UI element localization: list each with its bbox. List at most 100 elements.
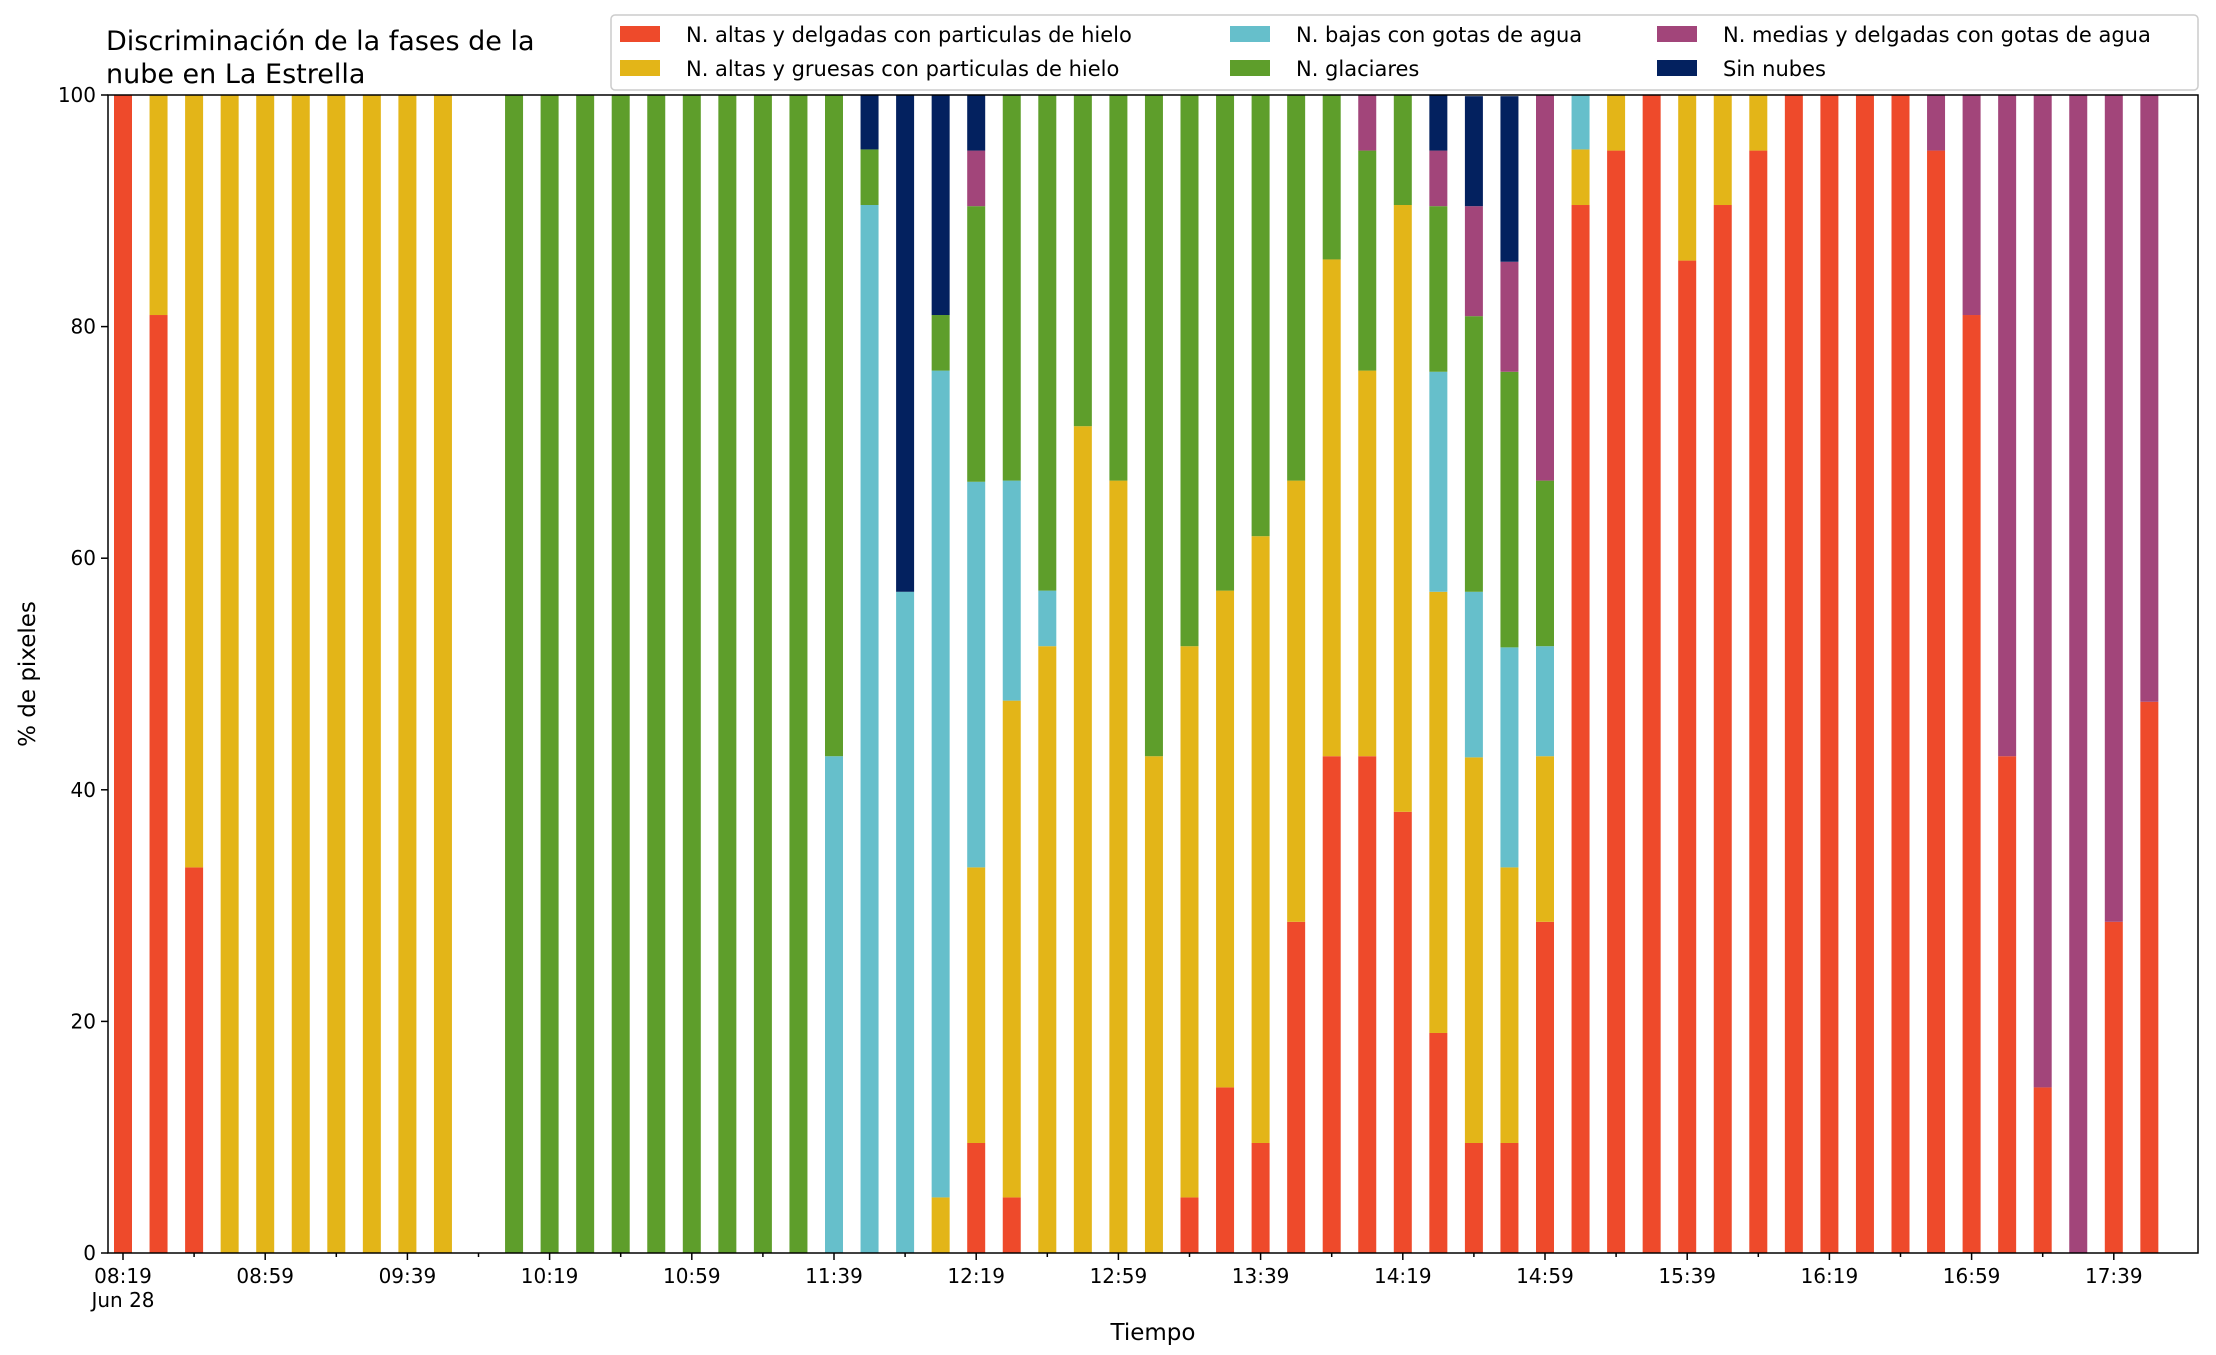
bar-segment-1559-s1 [1749,95,1768,151]
x-tick-label: 14:19 [1374,1264,1432,1288]
y-axis: 0 20 40 60 80 100 [58,83,108,1265]
bar-segment-1309-s3 [1144,95,1163,757]
bar-segment-1739-s0 [2104,921,2123,1253]
bar-segment-1359-s3 [1322,95,1341,260]
bar-segment-1459-s0 [1536,921,1554,1253]
bar-segment-1359-s1 [1322,259,1341,757]
bar-segment-1009-s3 [505,95,524,1253]
bar-segment-1229-s2 [1002,480,1021,701]
bar-segment-1459-s1 [1536,756,1554,922]
bar-segment-1039-s3 [611,95,630,1253]
bar-segment-0919-s1 [327,95,346,1253]
y-tick-label: 60 [71,546,96,570]
bar-segment-1209-s2 [931,370,950,1198]
bar-segment-1439-s0 [1464,1142,1483,1253]
bar-segment-1139-s3 [825,95,843,757]
bar-segment-0839-s0 [185,867,204,1253]
bar-segment-0909-s1 [291,95,310,1253]
bar-segment-1519-s0 [1607,150,1626,1254]
bar-segment-1509-s1 [1571,149,1590,206]
bar-segment-0829-s0 [149,315,168,1253]
bar-segment-1359-s0 [1322,756,1341,1253]
bar-segment-0859-s1 [256,95,275,1253]
bar-segment-1129-s3 [789,95,808,1253]
x-tick-label: 08:19 [94,1264,152,1288]
bar-segment-1529-s0 [1642,95,1661,1253]
x-tick-label: 14:59 [1516,1264,1574,1288]
bar-segment-1019-s3 [540,95,559,1253]
bar-segment-1339-s1 [1251,536,1270,1143]
x-tick-label: 08:59 [236,1264,294,1288]
chart-title-line-1: Discriminación de la fases de la [106,26,535,57]
x-tick-label: 10:19 [521,1264,579,1288]
bar-segment-1519-s1 [1607,95,1626,151]
bar-segment-1549-s1 [1713,95,1732,206]
x-tick-sublabel: Jun 28 [89,1288,154,1312]
bar-segment-1459-s3 [1536,480,1554,647]
bar-segment-1149-s3 [860,149,879,206]
bar-segment-1149-s5 [860,95,879,150]
bar-segment-1219-s3 [967,206,986,482]
bar-segment-1349-s0 [1287,921,1306,1253]
y-tick-label: 80 [71,315,96,339]
bar-segment-1539-s0 [1678,260,1697,1254]
bar-segment-1219-s5 [967,95,986,151]
bar-segment-1249-s1 [1073,426,1092,1253]
bar-segment-1219-s1 [967,867,986,1143]
bar-segment-1449-s2 [1500,647,1519,868]
x-axis-label: Tiempo [1110,1320,1196,1346]
legend-box [610,14,2199,91]
bar-segment-1429-s2 [1429,371,1448,592]
bar-segment-1329-s3 [1216,95,1235,591]
bar-segment-1239-s1 [1038,646,1057,1253]
bar-segment-1409-s4 [1358,95,1377,151]
legend-label: N. glaciares [1296,57,1419,81]
bar-segment-1119-s3 [753,95,772,1253]
bar-segment-1729-s4 [2069,95,2088,1253]
bar-segment-1749-s4 [2140,95,2159,702]
bar-segment-1239-s3 [1038,95,1057,591]
bar-segment-1449-s5 [1500,96,1519,262]
legend-label: N. altas y delgadas con particulas de hi… [686,23,1132,47]
bar-segment-1329-s1 [1216,590,1235,1088]
bar-segment-1559-s0 [1749,150,1768,1254]
bar-segment-1429-s4 [1429,150,1448,207]
bar-segment-1539-s1 [1678,95,1697,261]
bar-segment-1409-s3 [1358,150,1377,371]
x-axis: 08:19 08:59 09:39 10:19 10:59 11:39 12:19 12:59… [89,1253,2143,1312]
bar-segment-1029-s3 [576,95,595,1253]
bar-segment-1339-s3 [1251,95,1270,537]
bar-segment-1319-s0 [1180,1197,1199,1253]
bar-segment-1609-s0 [1784,95,1803,1253]
bar-segment-1639-s0 [1891,95,1910,1253]
legend: N. altas y delgadas con particulas de hi… [610,14,2199,91]
chart-title-line-2: nube en La Estrella [106,59,365,90]
bar-segment-1229-s3 [1002,95,1021,481]
y-tick-label: 40 [71,778,96,802]
bar-segment-1349-s1 [1287,480,1306,922]
legend-swatch [1230,26,1270,42]
legend-swatch [1657,26,1697,42]
bar-segment-1429-s0 [1429,1032,1448,1253]
bar-segment-1449-s3 [1500,371,1519,648]
legend-swatch [1230,60,1270,76]
bar-segment-1209-s3 [931,315,950,371]
bar-segment-1409-s1 [1358,370,1377,757]
x-tick-label: 16:59 [1943,1264,2001,1288]
x-tick-label: 15:39 [1658,1264,1716,1288]
bar-segment-1239-s2 [1038,590,1057,647]
bar-segment-1259-s1 [1109,480,1128,1253]
bar-segment-1229-s0 [1002,1197,1021,1253]
bar-segment-1159-s2 [896,591,915,1253]
bar-segment-1659-s0 [1962,315,1981,1253]
bar-segment-1219-s2 [967,481,986,868]
bar-segment-1259-s3 [1109,95,1128,481]
bar-segment-1209-s5 [931,95,950,316]
bar-segment-1719-s0 [2033,1087,2052,1253]
bar-segment-1159-s5 [896,95,915,592]
plot-frame [107,94,2199,1254]
bar-segment-1329-s0 [1216,1087,1235,1253]
bar-segment-1139-s2 [825,756,843,1253]
bar-segment-0839-s1 [185,95,204,868]
bar-segment-1249-s3 [1073,95,1092,427]
